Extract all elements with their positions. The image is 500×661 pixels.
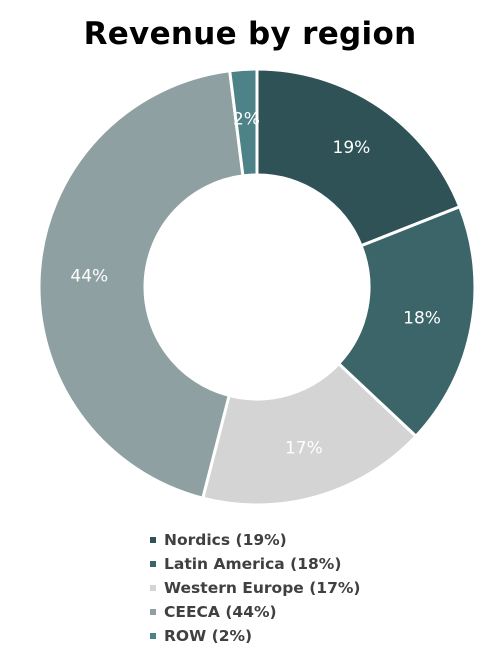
- donut-slice-nordics: [255, 67, 462, 248]
- legend-item-latin-america: Latin America (18%): [150, 552, 360, 576]
- legend-item-nordics: Nordics (19%): [150, 528, 360, 552]
- legend-item-ceeca: CEECA (44%): [150, 600, 360, 624]
- legend-label-latin-america: Latin America (18%): [164, 555, 342, 573]
- legend-label-nordics: Nordics (19%): [164, 531, 287, 549]
- slice-label-latin-america: 18%: [403, 308, 441, 328]
- legend-label-ceeca: CEECA (44%): [164, 603, 277, 621]
- legend-swatch-ceeca: [150, 609, 156, 615]
- legend-item-western-europe: Western Europe (17%): [150, 576, 360, 600]
- donut-slice-row: [228, 67, 259, 178]
- legend-label-row: ROW (2%): [164, 627, 253, 645]
- legend-swatch-latin-america: [150, 561, 156, 567]
- donut-chart: 19% 18% 17% 44% 2%: [37, 67, 477, 507]
- legend-swatch-row: [150, 633, 156, 639]
- slice-label-row: 2%: [233, 109, 260, 129]
- legend-label-western-europe: Western Europe (17%): [164, 579, 361, 597]
- donut-slice-ceeca: [37, 69, 245, 500]
- slice-label-nordics: 19%: [333, 138, 371, 158]
- donut-slice-latin-america: [336, 204, 477, 439]
- donut-slice-western-europe: [200, 361, 419, 507]
- legend-swatch-western-europe: [150, 585, 156, 591]
- slice-label-western-europe: 17%: [285, 438, 323, 458]
- legend-item-row: ROW (2%): [150, 624, 360, 648]
- legend-swatch-nordics: [150, 537, 156, 543]
- slice-label-ceeca: 44%: [70, 266, 108, 286]
- chart-legend: Nordics (19%) Latin America (18%) Wester…: [150, 528, 360, 648]
- chart-title: Revenue by region: [83, 16, 417, 52]
